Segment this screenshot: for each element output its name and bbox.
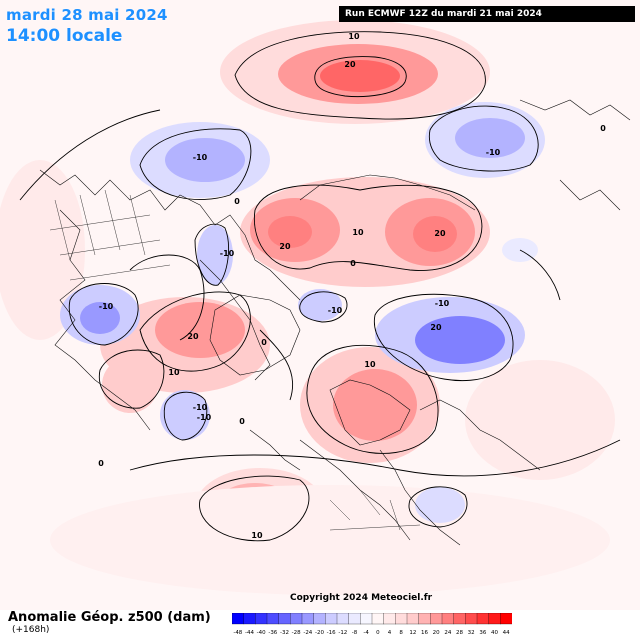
colorbar-swatch [290, 613, 303, 625]
colorbar-tick-label: 44 [503, 630, 510, 636]
negative-anomaly-regions [60, 102, 545, 523]
colorbar-swatch [313, 613, 326, 625]
contour-label: 10 [364, 360, 376, 369]
colorbar-tick-label: 32 [468, 630, 475, 636]
contour-label: -10 [435, 299, 450, 308]
contour-label: 10 [352, 228, 364, 237]
colorbar-tick-label: -48 [233, 630, 242, 636]
contour-label: -10 [193, 153, 208, 162]
lead-time: (+168h) [12, 625, 50, 635]
colorbar-tick-label: -8 [352, 630, 358, 636]
colorbar-tick-label: 24 [444, 630, 451, 636]
colorbar-swatch [232, 613, 245, 625]
contour-label: -10 [99, 302, 114, 311]
contour-label: -10 [220, 249, 235, 258]
contour-label: -10 [486, 148, 501, 157]
contour-label: 20 [430, 323, 442, 332]
contour-label: 0 [98, 459, 104, 468]
colorbar-swatch [243, 613, 256, 625]
colorbar-swatch [383, 613, 396, 625]
anomaly-map: 10 20 -10 -10 20 10 20 -10 -10 -10 20 -1… [0, 20, 631, 548]
colorbar-swatch [500, 613, 512, 625]
copyright: Copyright 2024 Meteociel.fr [290, 593, 433, 603]
run-info: Run ECMWF 12Z du mardi 21 mai 2024 [339, 6, 635, 22]
colorbar-swatch [476, 613, 490, 625]
colorbar-swatch [406, 613, 420, 625]
colorbar-tick-label: 28 [456, 630, 463, 636]
colorbar-tick-label: -32 [280, 630, 289, 636]
colorbar-swatch [488, 613, 501, 625]
contour-label: 20 [187, 332, 199, 341]
contour-label: 0 [600, 124, 606, 133]
forecast-time: 14:00 locale [6, 26, 123, 46]
colorbar-tick-label: 40 [491, 630, 498, 636]
contour-label: 20 [344, 60, 356, 69]
contour-label: 0 [350, 259, 356, 268]
map-title: Anomalie Géop. z500 (dam) [8, 610, 211, 625]
colorbar-swatch [325, 613, 338, 625]
contour-label: -10 [197, 413, 212, 422]
contour-label: 0 [261, 338, 267, 347]
colorbar-tick-label: -20 [315, 630, 324, 636]
colorbar-swatch [453, 613, 466, 625]
contour-label: 0 [239, 417, 245, 426]
contour-label: 20 [434, 229, 446, 238]
colorbar-tick-label: -24 [303, 630, 312, 636]
colorbar-swatch [395, 613, 408, 625]
colorbar-tick-label: 36 [479, 630, 486, 636]
colorbar-swatch [465, 613, 478, 625]
colorbar-swatch [278, 613, 291, 625]
colorbar-swatch [348, 613, 361, 625]
colorbar-swatch [336, 613, 350, 625]
colorbar-swatch [371, 613, 385, 625]
forecast-date: mardi 28 mai 2024 [6, 6, 168, 24]
colorbar-tick-label: 16 [421, 630, 428, 636]
colorbar-tick-label: -4 [363, 630, 369, 636]
colorbar-swatch [418, 613, 431, 625]
colorbar-swatch [441, 613, 455, 625]
contour-label: 10 [348, 32, 360, 41]
colorbar-tick-label: -28 [292, 630, 301, 636]
contour-label: 10 [168, 368, 180, 377]
colorbar-tick-label: 12 [409, 630, 416, 636]
colorbar-swatch [266, 613, 280, 625]
contour-lines [19, 31, 621, 542]
colorbar-tick-label: -12 [338, 630, 347, 636]
colorbar-swatch [301, 613, 315, 625]
colorbar-tick-label: 8 [399, 630, 403, 636]
colorbar-tick-label: -44 [245, 630, 254, 636]
contour-label: 20 [279, 242, 291, 251]
colorbar-tick-label: 0 [376, 630, 380, 636]
colorbar-tick-label: 4 [388, 630, 392, 636]
colorbar-tick-label: -36 [268, 630, 277, 636]
colorbar: -48 -44 -40 -36 -32 -28 -24 -20 -16 -12 -8 -4 0 4 8 12 1… [232, 613, 512, 636]
colorbar-tick-label: 20 [433, 630, 440, 636]
contour-label: 0 [234, 197, 240, 206]
boundaries [49, 189, 421, 531]
colorbar-swatch [255, 613, 268, 625]
colorbar-swatch [360, 613, 373, 625]
colorbar-swatch [430, 613, 443, 625]
contour-label: -10 [193, 403, 208, 412]
contour-labels: 10 20 -10 -10 20 10 20 -10 -10 -10 20 -1… [98, 32, 606, 540]
contour-label: -10 [328, 306, 343, 315]
contour-label: 10 [251, 531, 263, 540]
colorbar-tick-label: -16 [327, 630, 336, 636]
colorbar-tick-label: -40 [257, 630, 266, 636]
